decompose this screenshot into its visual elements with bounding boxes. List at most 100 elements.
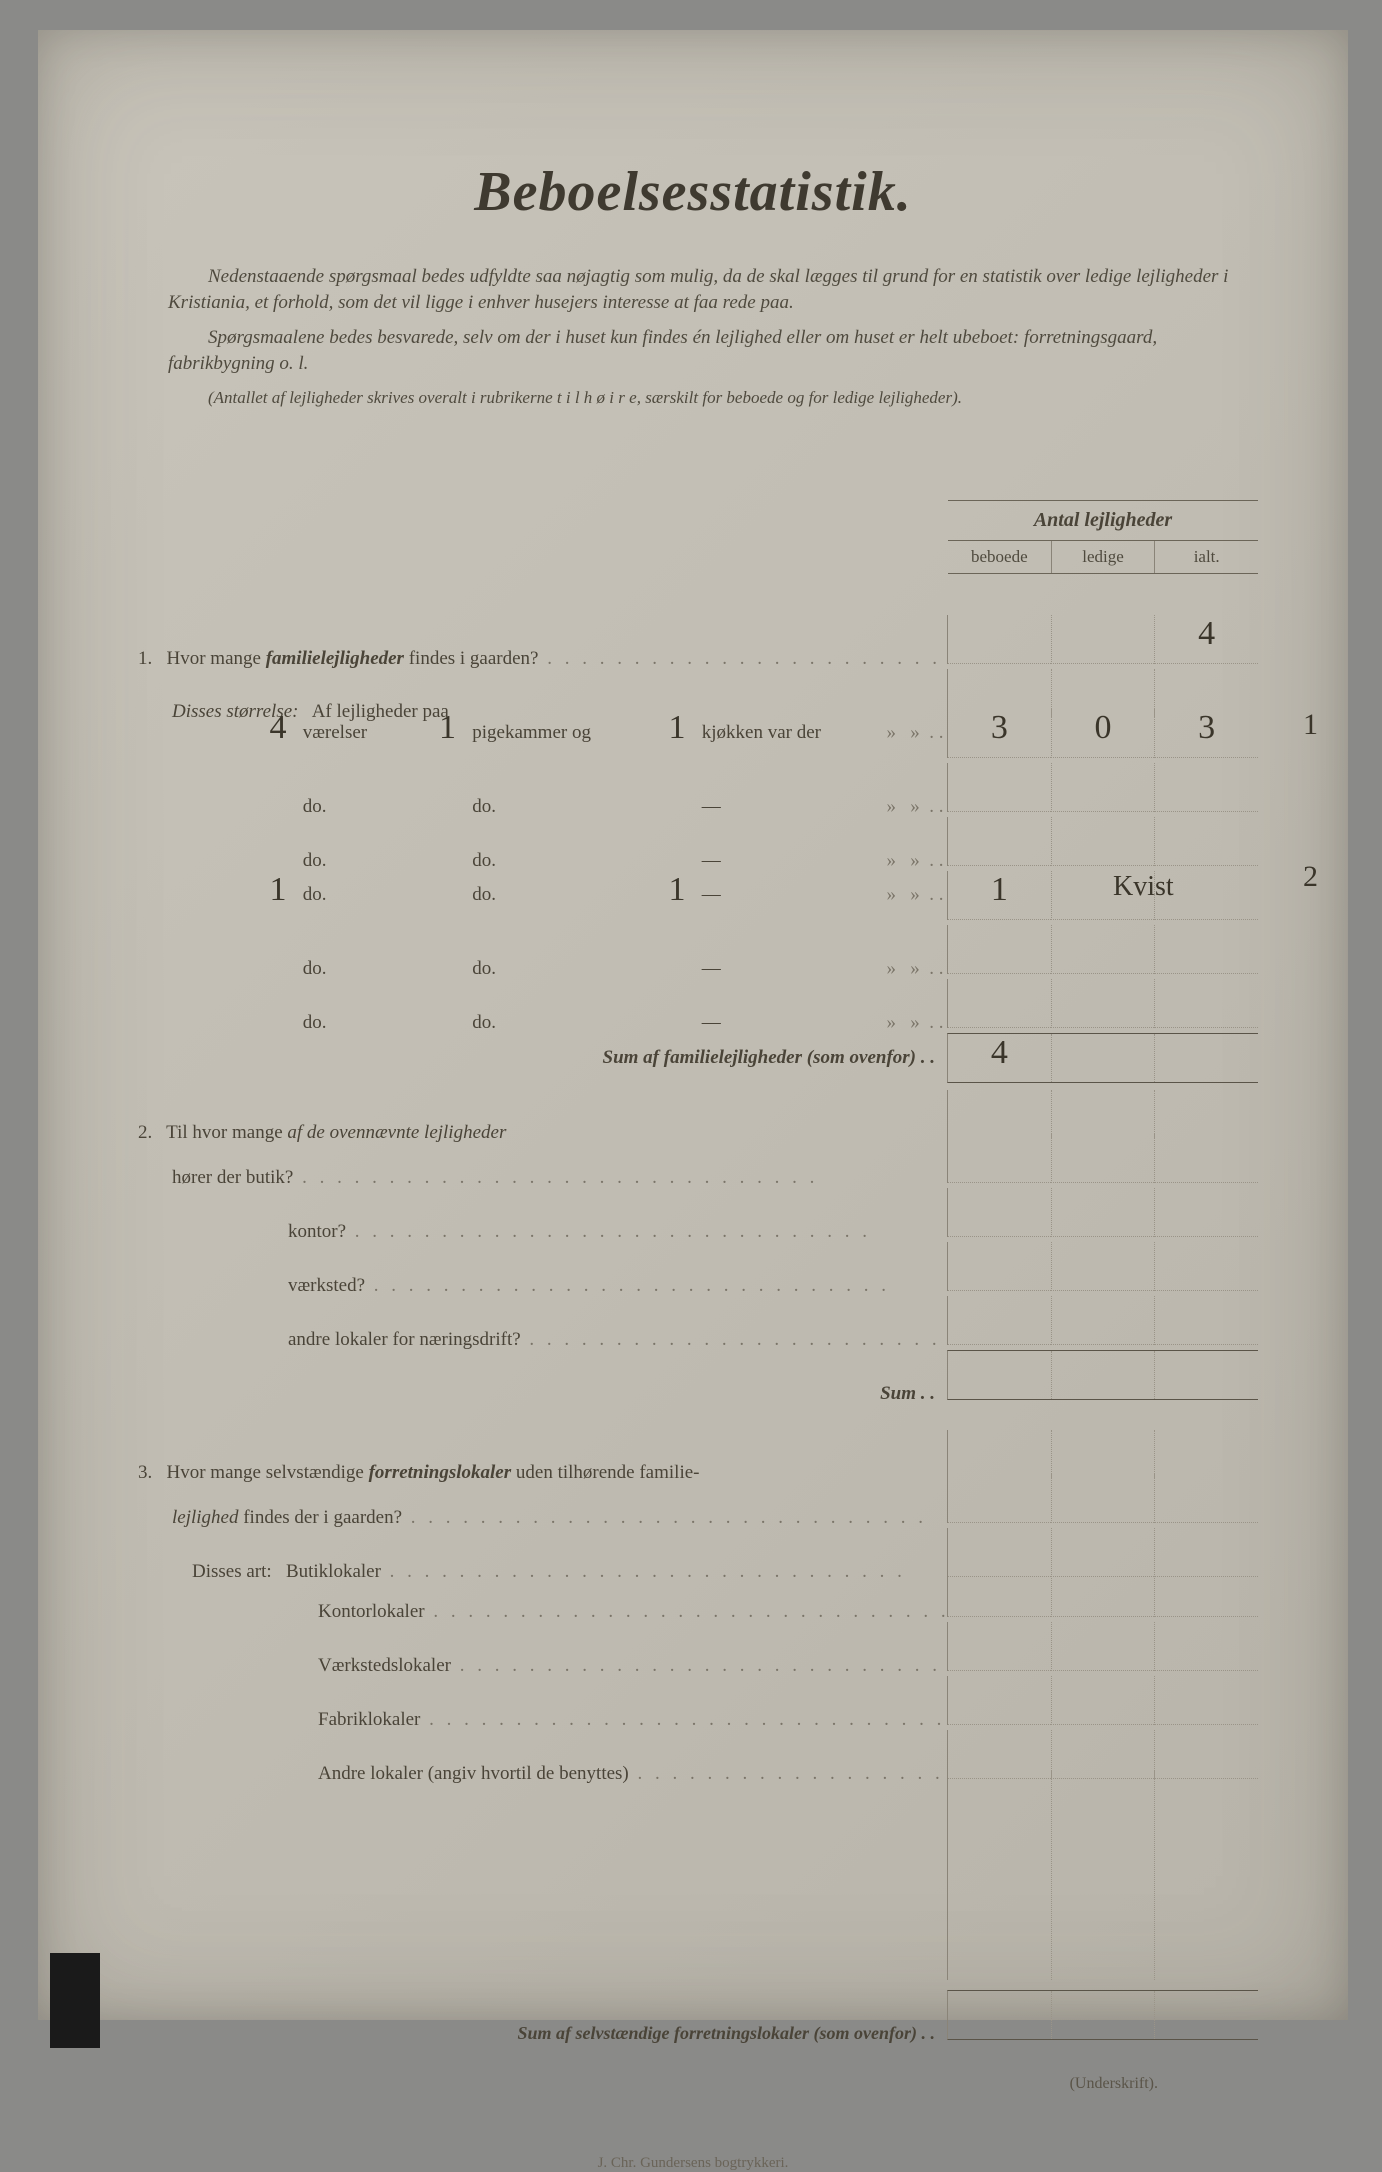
q1-kjokken-value: 1 [657, 709, 697, 747]
q3-item-label: Kontorlokaler [318, 1601, 425, 1622]
question-1: 1. Hvor mange familielejligheder findes … [138, 615, 1258, 1087]
q3-line2-suffix: findes der i gaarden? [238, 1507, 402, 1528]
q3-item-row: Værkstedslokaler [138, 1622, 1258, 1676]
q1-size-row: 1 do. do. 1 — » » . . . 1 Kvist [138, 871, 1258, 925]
cell-ledige: Kvist [1051, 871, 1155, 920]
margin-note-2: 2 [1303, 860, 1318, 894]
q3-bold: forretningslokaler [369, 1462, 512, 1483]
cell-beboede: 3 [948, 709, 1051, 758]
cell-beboede [948, 979, 1051, 1028]
q1-size-row: do. do. — » » . . . [138, 817, 1258, 871]
q1-kjokken-value: 1 [657, 871, 697, 909]
q1-pigekammer-label: do. [472, 1012, 652, 1034]
q1-size-row: 4 værelser 1 pigekammer og 1 kjøkken var… [138, 709, 1258, 763]
column-header-group: Antal lejligheder beboede ledige ialt. [948, 500, 1258, 574]
empty-grid [947, 1770, 1258, 1980]
q2-line2: hører der butik? [172, 1167, 293, 1188]
q3-item-0: Butiklokaler [286, 1561, 381, 1582]
q1-vaerelser-value: 4 [258, 709, 298, 747]
q2-ital: af de ovennævnte lejligheder [287, 1122, 506, 1143]
q1-number: 1. [138, 648, 152, 669]
question-2: 2. Til hvor mange af de ovennævnte lejli… [138, 1090, 1258, 1404]
q1-pigekammer-label: do. [472, 796, 652, 818]
cell-ialt [1154, 871, 1258, 920]
page-content: Beboelsesstatistik. Nedenstaaende spørgs… [108, 70, 1278, 420]
cell-ialt [1154, 979, 1258, 1028]
scanned-page: Beboelsesstatistik. Nedenstaaende spørgs… [38, 30, 1348, 2020]
q1-text-suffix: findes i gaarden? [404, 648, 539, 669]
q1-pigekammer-label: do. [472, 850, 652, 872]
q1-kjokken-label: — [702, 796, 882, 818]
intro-paragraph-1: Nedenstaaende spørgsmaal bedes udfyldte … [168, 264, 1238, 315]
cell-beboede: 1 [948, 871, 1051, 920]
cell-ledige [1051, 763, 1155, 812]
q2-item-row: andre lokaler for næringsdrift? [138, 1296, 1258, 1350]
q2-item-label: værksted? [288, 1275, 365, 1296]
q1-size-row: do. do. — » » . . . [138, 979, 1258, 1033]
q3-item-label: Værkstedslokaler [318, 1655, 451, 1676]
col-ledige: ledige [1051, 541, 1155, 573]
scan-edge-artifact [50, 1953, 100, 2048]
document-title: Beboelsesstatistik. [108, 160, 1278, 224]
q1-kjokken-label: — [702, 850, 882, 872]
q3-prefix: Hvor mange selvstændige [167, 1462, 369, 1483]
cell-beboede [948, 925, 1051, 974]
q3-number: 3. [138, 1462, 152, 1483]
q1-total-beboede [948, 615, 1051, 664]
cell-beboede [948, 763, 1051, 812]
q2-sum-label: Sum . . [138, 1383, 947, 1405]
q3-disses: Disses art: [192, 1561, 272, 1582]
q1-total-ialt: 4 [1154, 615, 1258, 664]
q1-kjokken-label: kjøkken var der [702, 722, 882, 744]
q1-pigekammer-label: do. [472, 884, 652, 906]
q1-kjokken-label: — [702, 884, 882, 906]
q3-sum-row: Sum af selvstændige forretningslokaler (… [138, 1990, 1258, 2044]
q1-pigekammer-label: pigekammer og [472, 722, 652, 744]
q2-item-row: kontor? [138, 1188, 1258, 1242]
signature-label: (Underskrift). [1070, 2075, 1158, 2093]
cell-ialt: 3 [1154, 709, 1258, 758]
q2-item-label: andre lokaler for næringsdrift? [288, 1329, 521, 1350]
col-ialt: ialt. [1154, 541, 1258, 573]
cell-ledige [1051, 817, 1155, 866]
intro-paragraph-3: (Antallet af lejligheder skrives overalt… [168, 387, 1238, 410]
q3-line2-ital: lejlighed [172, 1507, 238, 1528]
q1-text-bold: familielejligheder [266, 648, 404, 669]
q1-kjokken-label: — [702, 1012, 882, 1034]
question-3: 3. Hvor mange selvstændige forretningslo… [138, 1430, 1258, 1784]
q1-vaerelser-label: do. [303, 884, 423, 906]
cell-ledige: 0 [1051, 709, 1155, 758]
q3-item-label: Fabriklokaler [318, 1709, 420, 1730]
cell-ledige [1051, 925, 1155, 974]
q1-vaerelser-value: 1 [258, 871, 298, 909]
q1-size-row: do. do. — » » . . . [138, 925, 1258, 979]
q1-kjokken-label: — [702, 958, 882, 980]
q3-suffix: uden tilhørende familie- [511, 1462, 699, 1483]
q1-vaerelser-label: værelser [303, 722, 423, 744]
q3-item-label: Andre lokaler (angiv hvortil de benyttes… [318, 1763, 629, 1784]
q1-sum-ledige [1051, 1034, 1155, 1082]
margin-note-1: 1 [1303, 708, 1318, 742]
column-group-title: Antal lejligheder [948, 500, 1258, 541]
q1-vaerelser-label: do. [303, 796, 423, 818]
q3-item-row: Fabriklokaler [138, 1676, 1258, 1730]
cell-ialt [1154, 763, 1258, 812]
cell-ialt [1154, 925, 1258, 974]
cell-beboede [948, 817, 1051, 866]
printer-credit: J. Chr. Gundersens bogtrykkeri. [598, 2155, 789, 2172]
q1-size-row: do. do. — » » . . . [138, 763, 1258, 817]
cell-ialt [1154, 817, 1258, 866]
q1-sum-label: Sum af familielejligheder (som ovenfor) … [138, 1047, 947, 1069]
q2-number: 2. [138, 1122, 152, 1143]
q2-item-row: værksted? [138, 1242, 1258, 1296]
q1-text-prefix: Hvor mange [167, 648, 266, 669]
q1-vaerelser-label: do. [303, 1012, 423, 1034]
q1-pigekammer-value: 1 [428, 709, 468, 747]
cell-ledige [1051, 979, 1155, 1028]
q1-sum-ialt [1154, 1034, 1258, 1082]
q1-pigekammer-label: do. [472, 958, 652, 980]
q1-vaerelser-label: do. [303, 850, 423, 872]
col-beboede: beboede [948, 541, 1051, 573]
q1-sum-beboede: 4 [948, 1034, 1051, 1082]
q2-prefix: Til hvor mange [166, 1122, 287, 1143]
